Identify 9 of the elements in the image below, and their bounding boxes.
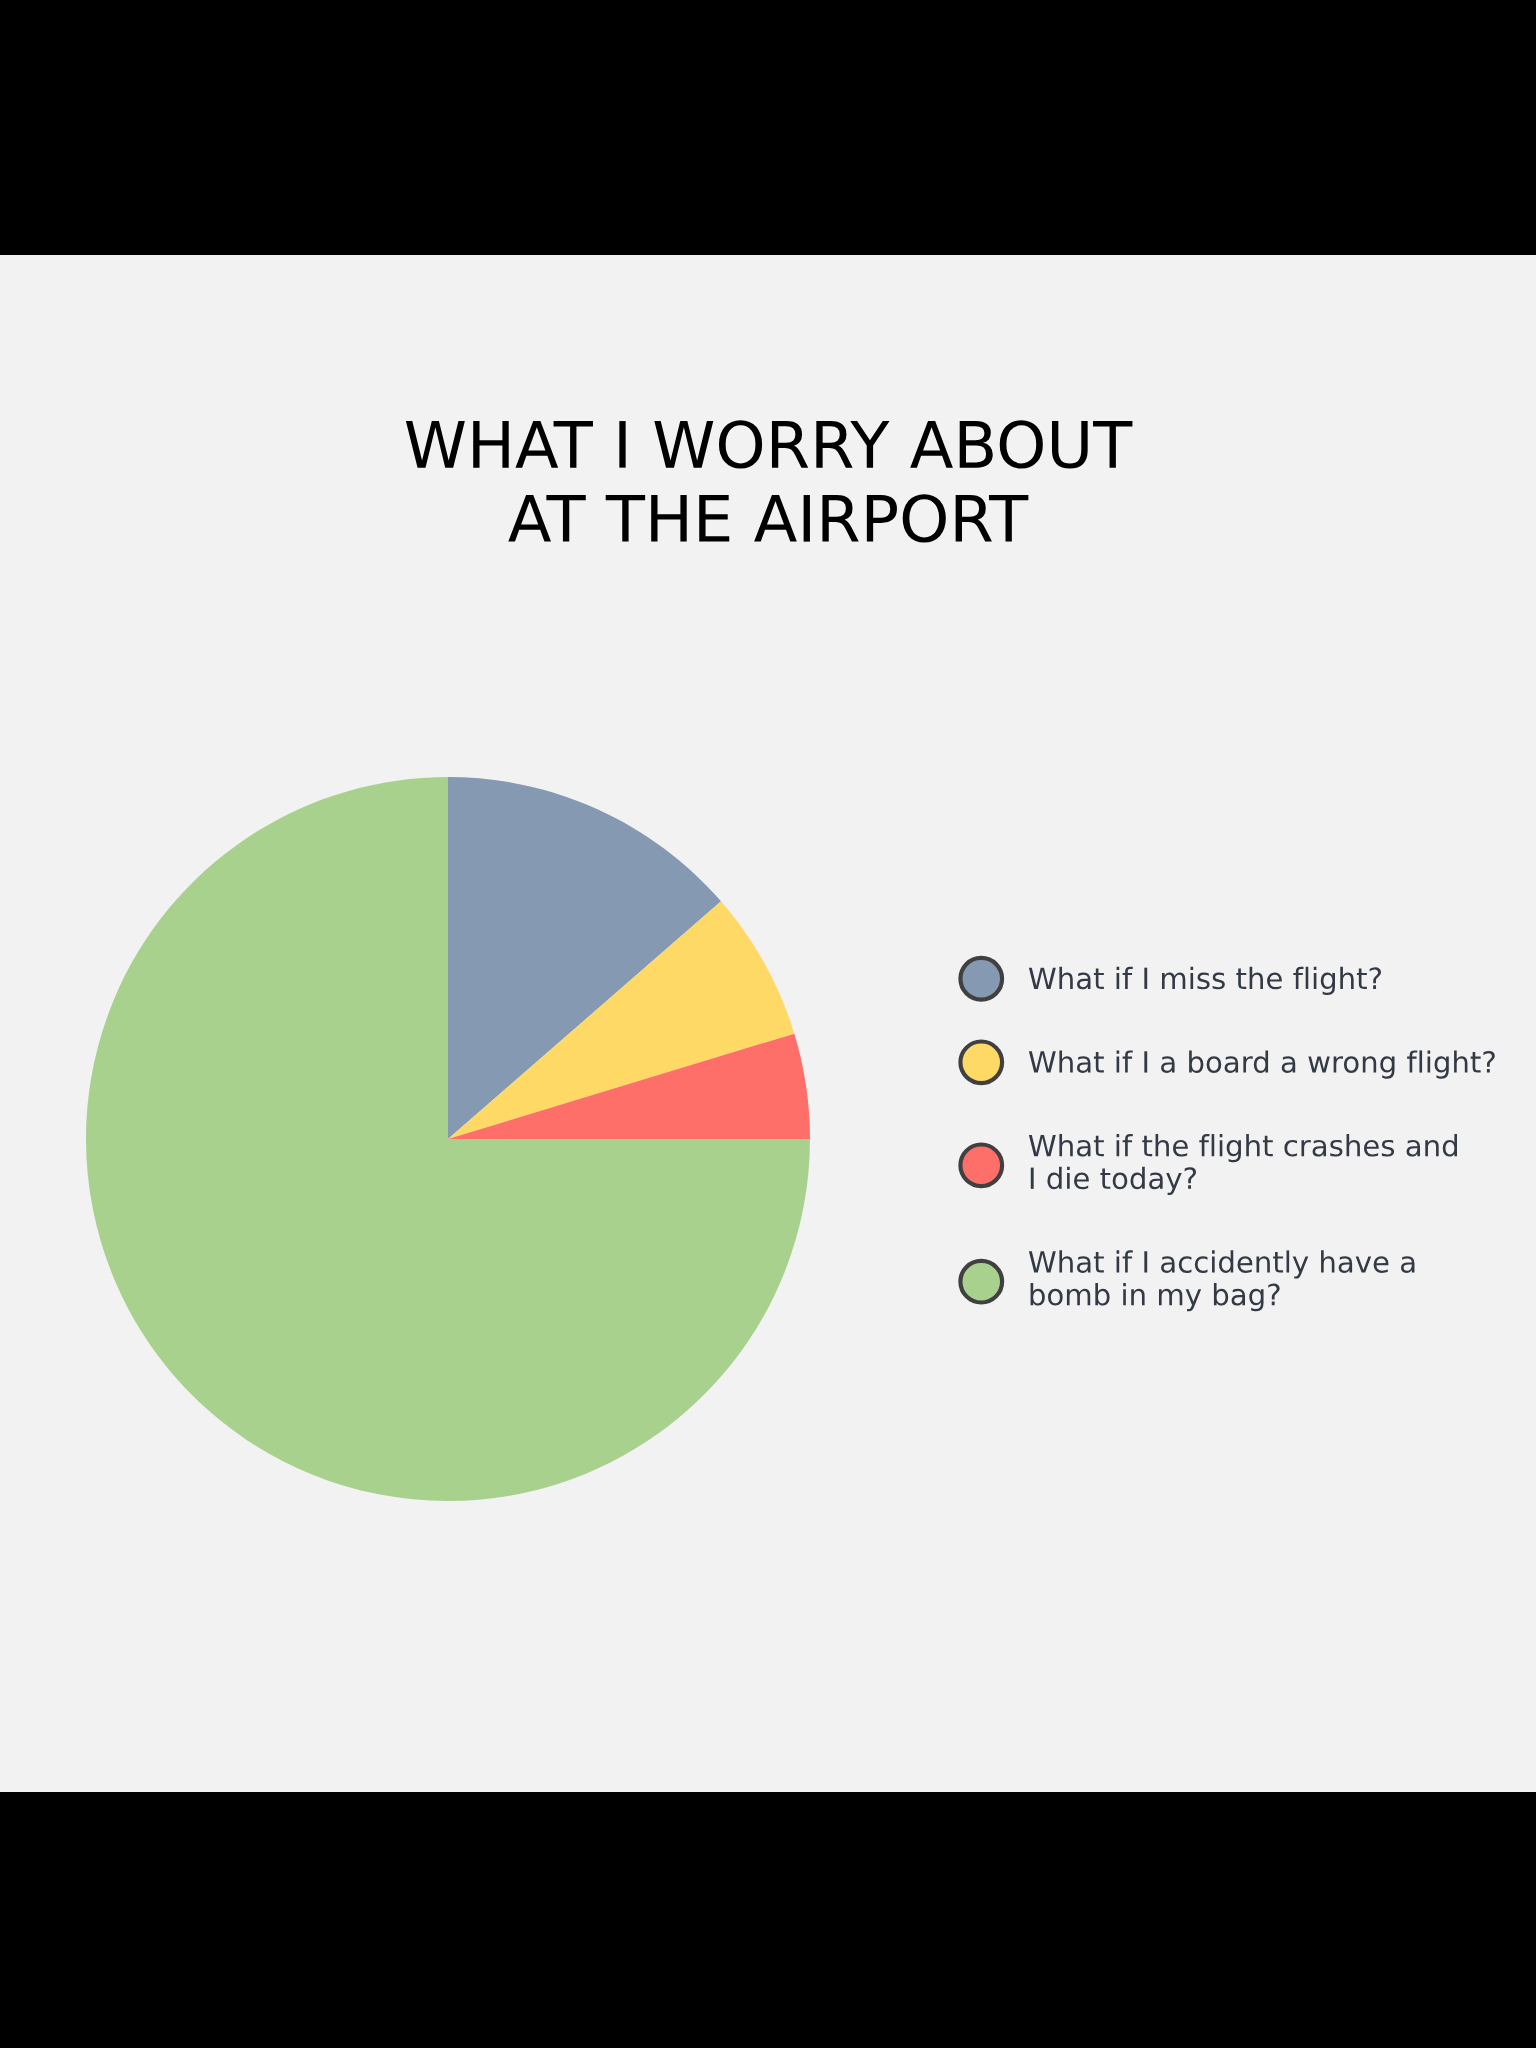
legend-label: What if the flight crashes and I die today? bbox=[1028, 1134, 1458, 1195]
pie-slice bbox=[448, 901, 795, 1139]
pie-slice bbox=[448, 777, 722, 1139]
legend-label: What if I accidently have a bomb in my bag? bbox=[1028, 1250, 1415, 1312]
legend-label: What if I miss the flight? bbox=[1028, 966, 1382, 995]
chart-title: WHAT I WORRY ABOUT AT THE AIRPORT bbox=[405, 420, 1133, 543]
legend-label: What if I a board a wrong flight? bbox=[1028, 1050, 1495, 1079]
pie-slice bbox=[86, 777, 810, 1501]
pie-slice bbox=[448, 1033, 810, 1139]
